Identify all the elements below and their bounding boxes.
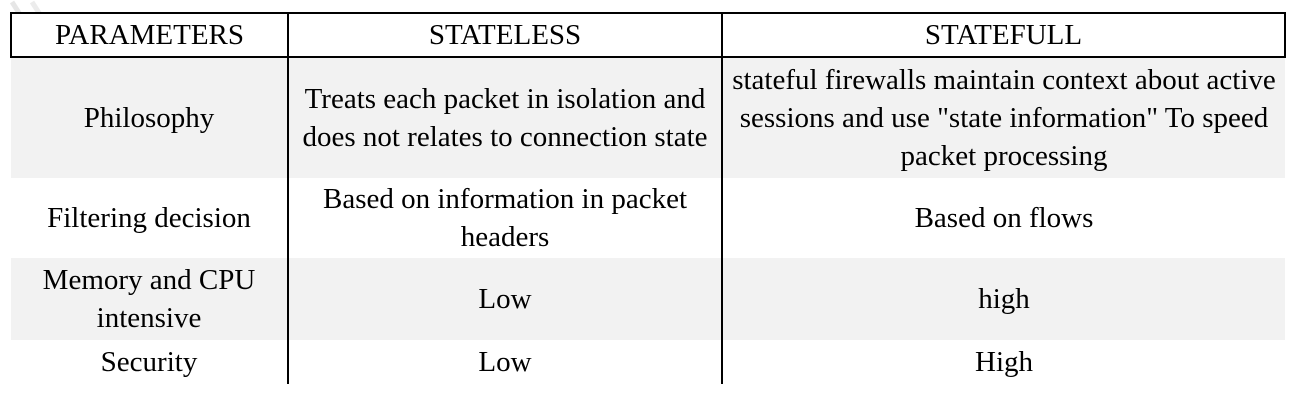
statefull-cell: high [721, 258, 1285, 340]
stateless-cell: Low [287, 340, 722, 384]
parameter-cell: Filtering decision [11, 178, 288, 258]
table-row: Philosophy Treats each packet in isolati… [11, 57, 1285, 178]
table-row: Memory and CPU intensive Low high [11, 258, 1285, 340]
header-stateless: STATELESS [287, 12, 723, 58]
firewall-comparison-table: PARAMETERS STATELESS STATEFULL Philosoph… [10, 12, 1286, 384]
header-parameters: PARAMETERS [10, 12, 289, 58]
stateless-cell: Low [287, 258, 722, 340]
header-row: PARAMETERS STATELESS STATEFULL [10, 12, 1286, 58]
stateless-cell: Based on information in packet headers [287, 178, 722, 258]
header-statefull: STATEFULL [721, 12, 1286, 58]
table-row: Security Low High [11, 340, 1285, 384]
parameter-cell: Memory and CPU intensive [11, 258, 288, 340]
statefull-cell: Based on flows [721, 178, 1285, 258]
table-header: PARAMETERS STATELESS STATEFULL [10, 12, 1286, 58]
parameter-cell: Philosophy [11, 57, 288, 178]
statefull-cell: High [721, 340, 1285, 384]
stateless-cell: Treats each packet in isolation and does… [287, 57, 722, 178]
table-row: Filtering decision Based on information … [11, 178, 1285, 258]
table-body: Philosophy Treats each packet in isolati… [11, 57, 1285, 384]
parameter-cell: Security [11, 340, 288, 384]
statefull-cell: stateful firewalls maintain context abou… [721, 57, 1285, 178]
